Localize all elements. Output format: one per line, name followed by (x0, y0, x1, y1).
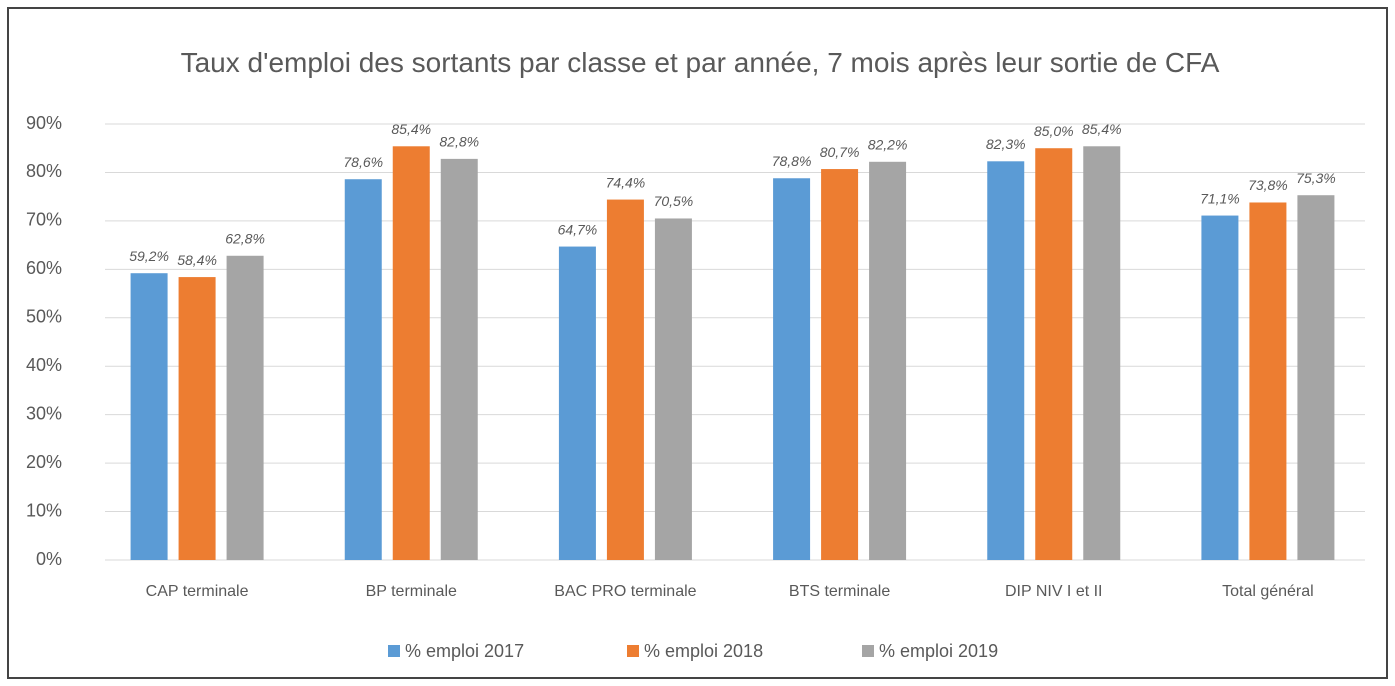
bar (130, 273, 168, 560)
x-tick-label: CAP terminale (146, 583, 249, 600)
bar (773, 178, 811, 560)
legend-label: % emploi 2018 (644, 641, 763, 661)
value-label: 73,8% (1248, 177, 1288, 193)
value-label: 75,3% (1296, 170, 1336, 186)
value-label: 74,4% (606, 174, 646, 190)
y-tick-label: 50% (26, 307, 62, 327)
x-tick-label: BAC PRO terminale (554, 583, 696, 600)
bar (226, 255, 264, 560)
chart-title: Taux d'emploi des sortants par classe et… (180, 47, 1220, 78)
value-label: 78,6% (343, 154, 383, 170)
value-label: 85,4% (1082, 121, 1122, 137)
y-tick-label: 40% (26, 355, 62, 375)
value-label: 82,2% (868, 136, 908, 152)
legend-label: % emploi 2017 (405, 641, 524, 661)
legend-swatch (388, 645, 400, 657)
x-tick-label: DIP NIV I et II (1005, 583, 1103, 600)
value-label: 80,7% (820, 144, 860, 160)
y-tick-label: 80% (26, 161, 62, 181)
bar (1035, 148, 1073, 560)
y-tick-label: 0% (36, 549, 62, 569)
value-label: 85,0% (1034, 123, 1074, 139)
bar (178, 277, 216, 560)
value-label: 71,1% (1200, 190, 1240, 206)
bar (821, 169, 859, 560)
bar (987, 161, 1025, 560)
value-label: 85,4% (391, 121, 431, 137)
value-label: 82,3% (986, 136, 1026, 152)
y-tick-label: 10% (26, 500, 62, 520)
y-tick-label: 60% (26, 258, 62, 278)
bar (654, 218, 692, 560)
value-label: 64,7% (558, 221, 598, 237)
value-label: 82,8% (439, 134, 479, 150)
x-tick-label: Total général (1222, 583, 1314, 600)
value-label: 58,4% (177, 252, 217, 268)
y-tick-label: 90% (26, 113, 62, 133)
value-label: 59,2% (129, 248, 169, 264)
y-tick-label: 20% (26, 452, 62, 472)
bar (1297, 195, 1335, 561)
bar (558, 246, 596, 560)
legend-swatch (627, 645, 639, 657)
x-tick-label: BTS terminale (789, 583, 890, 600)
legend-swatch (862, 645, 874, 657)
bar (440, 158, 478, 560)
bar (392, 146, 430, 561)
bar (1083, 146, 1121, 561)
y-tick-label: 70% (26, 210, 62, 230)
value-label: 70,5% (654, 193, 694, 209)
y-tick-label: 30% (26, 403, 62, 423)
x-tick-label: BP terminale (366, 583, 457, 600)
value-label: 62,8% (225, 230, 265, 246)
bar (1201, 215, 1239, 560)
legend-label: % emploi 2019 (879, 641, 998, 661)
bar (1249, 202, 1287, 561)
bar (606, 199, 644, 560)
bar (869, 161, 907, 560)
bar (344, 179, 382, 560)
value-label: 78,8% (772, 153, 812, 169)
